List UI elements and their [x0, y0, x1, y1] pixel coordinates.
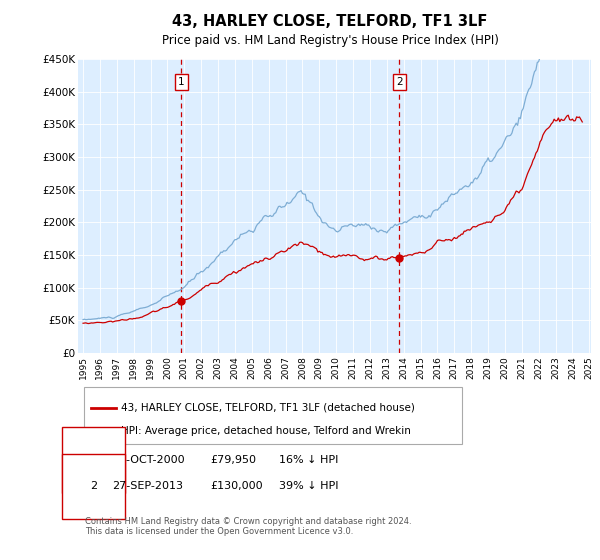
Text: 2: 2 [396, 77, 403, 87]
Text: Contains HM Land Registry data © Crown copyright and database right 2024.
This d: Contains HM Land Registry data © Crown c… [85, 516, 412, 536]
Text: 1: 1 [90, 455, 97, 465]
Text: Price paid vs. HM Land Registry's House Price Index (HPI): Price paid vs. HM Land Registry's House … [161, 34, 499, 46]
Text: 27-SEP-2013: 27-SEP-2013 [112, 481, 183, 491]
FancyBboxPatch shape [84, 387, 462, 444]
Text: 43, HARLEY CLOSE, TELFORD, TF1 3LF: 43, HARLEY CLOSE, TELFORD, TF1 3LF [172, 14, 488, 29]
Text: 1: 1 [178, 77, 185, 87]
Text: 16% ↓ HPI: 16% ↓ HPI [279, 455, 338, 465]
Text: 2: 2 [90, 481, 97, 491]
Text: 43, HARLEY CLOSE, TELFORD, TF1 3LF (detached house): 43, HARLEY CLOSE, TELFORD, TF1 3LF (deta… [121, 403, 415, 413]
Text: HPI: Average price, detached house, Telford and Wrekin: HPI: Average price, detached house, Telf… [121, 426, 410, 436]
Text: 30-OCT-2000: 30-OCT-2000 [112, 455, 185, 465]
Text: 39% ↓ HPI: 39% ↓ HPI [279, 481, 338, 491]
Text: £79,950: £79,950 [211, 455, 257, 465]
Text: £130,000: £130,000 [211, 481, 263, 491]
